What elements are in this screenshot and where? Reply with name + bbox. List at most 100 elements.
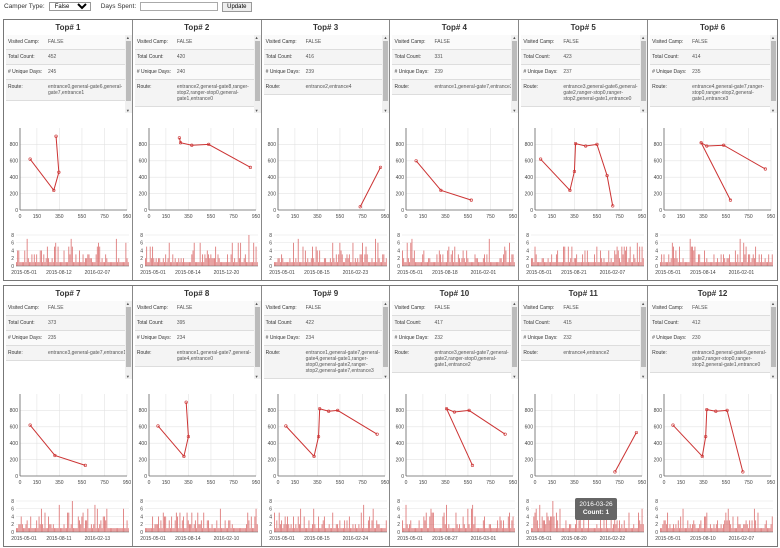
hist-bar[interactable]	[71, 501, 73, 532]
hist-bar[interactable]	[726, 258, 728, 266]
hist-bar[interactable]	[76, 262, 78, 266]
hist-bar[interactable]	[428, 258, 430, 266]
hist-bar[interactable]	[207, 254, 209, 266]
hist-bar[interactable]	[355, 262, 357, 266]
hist-bar[interactable]	[755, 520, 757, 532]
hist-bar[interactable]	[427, 262, 429, 266]
hist-bar[interactable]	[453, 528, 455, 532]
hist-bar[interactable]	[120, 262, 122, 266]
hist-bar[interactable]	[440, 254, 442, 266]
scroll-down-icon[interactable]: ▼	[254, 108, 259, 113]
hist-bar[interactable]	[575, 524, 577, 532]
hist-bar[interactable]	[461, 528, 463, 532]
hist-bar[interactable]	[431, 262, 432, 266]
hist-bar[interactable]	[494, 528, 495, 532]
hist-bar[interactable]	[256, 262, 258, 266]
hist-bar[interactable]	[757, 262, 759, 266]
hist-bar[interactable]	[552, 262, 554, 266]
hist-bar[interactable]	[469, 262, 470, 266]
route-point[interactable]	[28, 423, 32, 427]
hist-bar[interactable]	[576, 254, 578, 266]
hist-bar[interactable]	[49, 262, 51, 266]
hist-bar[interactable]	[432, 262, 434, 266]
info-scrollbar[interactable]: ▲ ▼	[124, 35, 132, 113]
hist-bar[interactable]	[661, 528, 663, 532]
hist-bar[interactable]	[698, 254, 700, 266]
hist-bar[interactable]	[353, 262, 355, 266]
hist-bar[interactable]	[377, 524, 379, 532]
hist-bar[interactable]	[450, 262, 451, 266]
hist-bar[interactable]	[65, 262, 67, 266]
route-point[interactable]	[445, 407, 449, 411]
hist-bar[interactable]	[166, 528, 168, 532]
hist-bar[interactable]	[312, 508, 314, 532]
hist-bar[interactable]	[379, 528, 381, 532]
hist-bar[interactable]	[308, 262, 310, 266]
hist-bar[interactable]	[491, 262, 493, 266]
hist-bar[interactable]	[44, 512, 46, 532]
hist-bar[interactable]	[631, 528, 633, 532]
hist-bar[interactable]	[673, 246, 675, 266]
hist-bar[interactable]	[425, 520, 426, 532]
hist-bar[interactable]	[375, 520, 377, 532]
hist-bar[interactable]	[201, 254, 203, 266]
hist-bar[interactable]	[700, 520, 702, 532]
hist-bar[interactable]	[123, 508, 124, 532]
scroll-down-icon[interactable]: ▼	[125, 374, 130, 379]
hist-bar[interactable]	[244, 254, 246, 266]
hist-bar[interactable]	[749, 520, 751, 532]
hist-bar[interactable]	[304, 250, 306, 267]
hist-bar[interactable]	[222, 262, 224, 266]
hist-bar[interactable]	[469, 524, 470, 532]
hist-bar[interactable]	[581, 528, 583, 532]
hist-bar[interactable]	[150, 258, 152, 266]
hist-bar[interactable]	[488, 262, 490, 266]
hist-bar[interactable]	[613, 262, 615, 266]
hist-bar[interactable]	[591, 528, 593, 532]
hist-bar[interactable]	[476, 258, 478, 266]
hist-bar[interactable]	[587, 528, 589, 532]
hist-bar[interactable]	[595, 262, 597, 266]
hist-bar[interactable]	[329, 258, 331, 266]
hist-bar[interactable]	[664, 262, 666, 266]
hist-bar[interactable]	[460, 262, 462, 266]
hist-bar[interactable]	[18, 250, 20, 267]
hist-bar[interactable]	[750, 528, 752, 532]
hist-bar[interactable]	[373, 262, 375, 266]
hist-bar[interactable]	[439, 528, 441, 532]
hist-bar[interactable]	[551, 516, 553, 533]
hist-bar[interactable]	[248, 520, 250, 532]
hist-bar[interactable]	[428, 528, 430, 532]
hist-bar[interactable]	[234, 528, 235, 532]
hist-bar[interactable]	[638, 262, 640, 266]
hist-bar[interactable]	[408, 258, 410, 266]
hist-bar[interactable]	[213, 528, 215, 532]
hist-bar[interactable]	[669, 262, 671, 266]
hist-bar[interactable]	[279, 262, 281, 266]
hist-bar[interactable]	[190, 524, 191, 532]
hist-bar[interactable]	[433, 512, 435, 532]
hist-bar[interactable]	[712, 262, 714, 266]
hist-bar[interactable]	[315, 528, 317, 532]
hist-bar[interactable]	[676, 528, 678, 532]
hist-bar[interactable]	[229, 262, 231, 266]
hist-bar[interactable]	[725, 512, 727, 532]
hist-bar[interactable]	[308, 520, 310, 532]
scroll-down-icon[interactable]: ▼	[770, 374, 775, 379]
route-point[interactable]	[763, 167, 768, 171]
hist-bar[interactable]	[553, 516, 555, 533]
hist-bar[interactable]	[704, 516, 706, 533]
hist-bar[interactable]	[283, 524, 285, 532]
hist-bar[interactable]	[166, 262, 168, 266]
hist-bar[interactable]	[412, 528, 413, 532]
hist-bar[interactable]	[273, 262, 275, 266]
route-point[interactable]	[568, 188, 572, 192]
hist-bar[interactable]	[218, 528, 220, 532]
hist-bar[interactable]	[660, 528, 662, 532]
hist-bar[interactable]	[276, 520, 277, 532]
hist-bar[interactable]	[169, 528, 171, 532]
info-scrollbar[interactable]: ▲ ▼	[640, 301, 648, 379]
hist-bar[interactable]	[348, 516, 350, 533]
hist-bar[interactable]	[486, 528, 488, 532]
hist-bar[interactable]	[367, 520, 369, 532]
